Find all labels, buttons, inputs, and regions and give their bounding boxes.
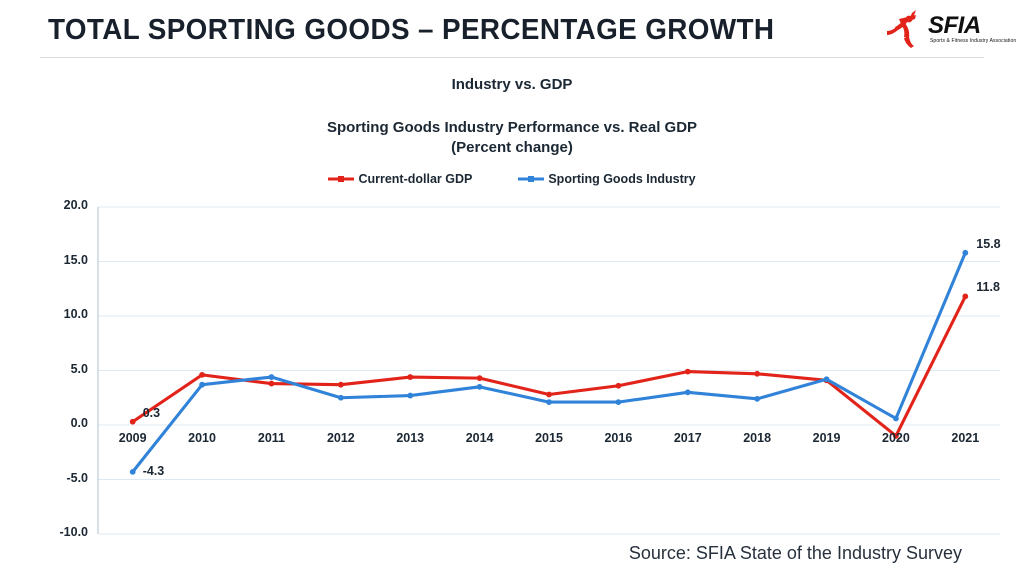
data-point: [199, 381, 205, 388]
x-axis-tick-label: 2013: [396, 431, 425, 445]
source-note: Source: SFIA State of the Industry Surve…: [628, 543, 962, 563]
chart-title-line2: (Percent change): [451, 139, 573, 156]
legend-label-industry: Sporting Goods Industry: [548, 172, 696, 186]
data-point: [615, 399, 622, 406]
header-divider: [40, 57, 984, 58]
data-point: [407, 392, 414, 399]
data-point: [615, 382, 622, 389]
x-axis-tick-label: 2020: [882, 431, 910, 445]
data-point: [268, 380, 275, 387]
y-axis-tick-label: 5.0: [70, 361, 88, 376]
x-axis-tick-label: 2011: [257, 431, 286, 445]
page-title: TOTAL SPORTING GOODS – PERCENTAGE GROWTH: [48, 14, 775, 46]
data-point: [962, 249, 969, 256]
data-point: [546, 399, 552, 406]
y-axis-tick-label: 0.0: [70, 416, 88, 430]
series-line-gdp: [131, 294, 967, 438]
sfia-logo: SFIA Sports & Fitness Industry Associati…: [886, 8, 1016, 52]
data-point: [407, 374, 414, 380]
chart-title-line1: Sporting Goods Industry Performance vs. …: [326, 119, 698, 136]
data-point: [893, 433, 899, 439]
data-point-label: -4.3: [142, 463, 165, 478]
x-axis-tick-label: 2019: [812, 431, 841, 445]
data-point-label: 15.8: [976, 236, 1001, 251]
y-axis-tick-label: -5.0: [66, 470, 88, 485]
chart-title: Sporting Goods Industry Performance vs. …: [0, 118, 1024, 158]
x-axis-tick-label: 2009: [118, 431, 147, 445]
x-axis-tick-label: 2012: [326, 431, 355, 445]
x-axis-tick-label: 2017: [673, 431, 702, 445]
data-point: [684, 389, 691, 396]
legend-item-industry[interactable]: Sporting Goods Industry: [518, 172, 696, 186]
data-point: [129, 418, 136, 425]
data-point: [546, 391, 552, 398]
data-point: [337, 381, 344, 388]
logo-wordmark: SFIA: [928, 12, 981, 39]
x-axis-tick-label: 2021: [951, 431, 980, 445]
data-point: [476, 375, 483, 382]
data-point: [337, 394, 344, 401]
y-axis-tick-label: 20.0: [63, 198, 88, 212]
legend-item-gdp[interactable]: Current-dollar GDP: [328, 172, 472, 186]
x-axis-tick-label: 2018: [743, 431, 772, 445]
x-axis-tick-label: 2016: [604, 431, 633, 445]
x-axis-tick-label: 2015: [535, 431, 563, 445]
data-point: [476, 383, 483, 390]
data-point: [893, 415, 899, 422]
y-axis-tick-label: 15.0: [63, 252, 88, 267]
x-axis-tick-label: 2010: [188, 431, 216, 445]
slide-subtitle: Industry vs. GDP: [451, 76, 573, 93]
y-axis-tick-label: 10.0: [63, 307, 88, 321]
data-point: [199, 371, 205, 378]
logo-tagline: Sports & Fitness Industry Association: [930, 38, 1017, 44]
data-point: [823, 376, 830, 383]
data-point: [754, 395, 761, 402]
data-point: [962, 293, 969, 300]
data-point-label: 0.3: [142, 405, 161, 420]
slide-header: TOTAL SPORTING GOODS – PERCENTAGE GROWTH…: [0, 0, 1024, 58]
legend-marker-gdp: [328, 176, 355, 182]
chart-legend: Current-dollar GDP Sporting Goods Indust…: [0, 172, 1024, 186]
x-axis-tick-label: 2014: [465, 431, 494, 445]
data-point: [754, 370, 761, 377]
data-point: [129, 468, 136, 475]
y-axis-tick-label: -10.0: [59, 525, 89, 539]
data-point: [684, 368, 691, 375]
data-point-label: 11.8: [976, 280, 1000, 295]
running-figure-icon: [887, 10, 916, 48]
legend-marker-industry: [518, 176, 545, 182]
legend-label-gdp: Current-dollar GDP: [358, 172, 473, 186]
data-point: [268, 374, 275, 380]
